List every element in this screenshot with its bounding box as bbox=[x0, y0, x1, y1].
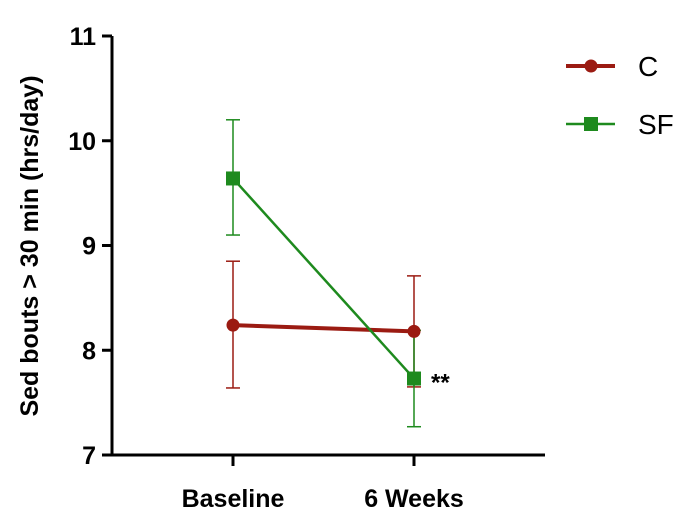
legend: C SF bbox=[566, 51, 674, 140]
axes bbox=[110, 36, 545, 457]
legend-marker-c bbox=[584, 59, 598, 73]
y-tick-label: 9 bbox=[82, 233, 96, 261]
legend-marker-sf bbox=[584, 117, 598, 131]
y-tick-label: 10 bbox=[68, 128, 96, 156]
error-bars bbox=[226, 119, 421, 428]
series-line-c bbox=[232, 323, 415, 334]
x-ticks: Baseline 6 Weeks bbox=[182, 455, 464, 513]
data-point-sf bbox=[407, 371, 421, 386]
y-axis-title: Sed bouts > 30 min (hrs/day) bbox=[16, 75, 44, 416]
y-ticks: 7 8 9 10 11 bbox=[68, 23, 112, 470]
y-tick-label: 11 bbox=[70, 23, 97, 51]
legend-label-c: C bbox=[638, 51, 658, 82]
x-tick-label: 6 Weeks bbox=[364, 485, 464, 513]
series-lines bbox=[232, 177, 415, 380]
data-point-c bbox=[226, 318, 240, 332]
series-markers bbox=[226, 171, 421, 386]
y-tick-label: 8 bbox=[82, 337, 96, 365]
series-line-sf bbox=[232, 177, 415, 380]
significance-annotation: ** bbox=[431, 370, 450, 397]
data-point-sf bbox=[226, 171, 240, 186]
data-point-c bbox=[407, 324, 421, 338]
x-tick-label: Baseline bbox=[182, 485, 285, 513]
legend-label-sf: SF bbox=[638, 109, 674, 140]
annotations: ** bbox=[431, 370, 450, 397]
y-tick-label: 7 bbox=[82, 442, 96, 470]
